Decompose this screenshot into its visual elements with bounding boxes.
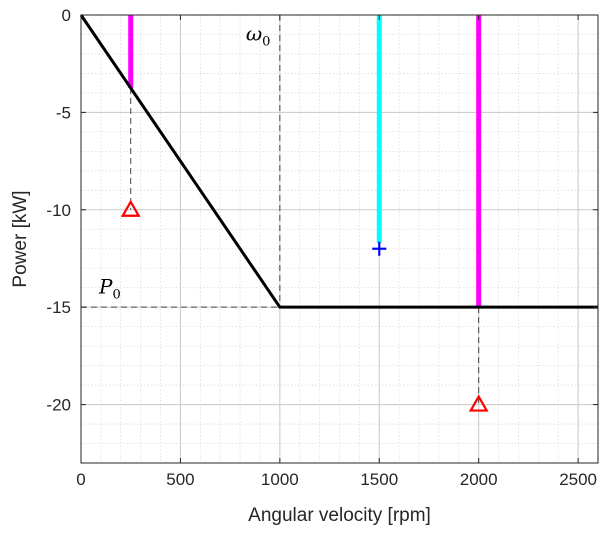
plus-marker <box>372 241 387 256</box>
y-tick-label: -20 <box>46 396 71 415</box>
annotations: ω0 P0 <box>98 21 270 302</box>
axes-box <box>80 14 599 464</box>
y-tick-label: -10 <box>46 201 71 220</box>
triangle-marker <box>468 394 489 412</box>
markers <box>120 199 489 412</box>
vertical-bars <box>128 15 482 308</box>
plot-frame <box>80 14 599 464</box>
x-tick-label: 1000 <box>261 470 299 489</box>
annotation-label: P0 <box>98 275 121 303</box>
x-axis-label: Angular velocity [rpm] <box>248 505 431 526</box>
series-line <box>79 14 598 309</box>
y-tick-label: 0 <box>62 6 71 25</box>
tick-labels: 0 500 1000 1500 2000 2500 0 -5 -10 -15 -20 <box>46 6 597 489</box>
series-lines <box>79 14 598 309</box>
y-tick-label: -5 <box>56 103 71 122</box>
x-tick-label: 2000 <box>460 470 498 489</box>
x-tick-label: 500 <box>166 470 194 489</box>
triangle-marker <box>120 199 141 217</box>
minor-grid <box>81 15 599 464</box>
x-tick-label: 0 <box>76 470 85 489</box>
dashed-guides <box>81 15 480 405</box>
y-axis-label: Power [kW] <box>10 190 31 287</box>
annotation-label: ω0 <box>246 21 271 49</box>
x-tick-label: 2500 <box>559 470 597 489</box>
x-tick-label: 1500 <box>360 470 398 489</box>
y-tick-label: -15 <box>46 298 71 317</box>
